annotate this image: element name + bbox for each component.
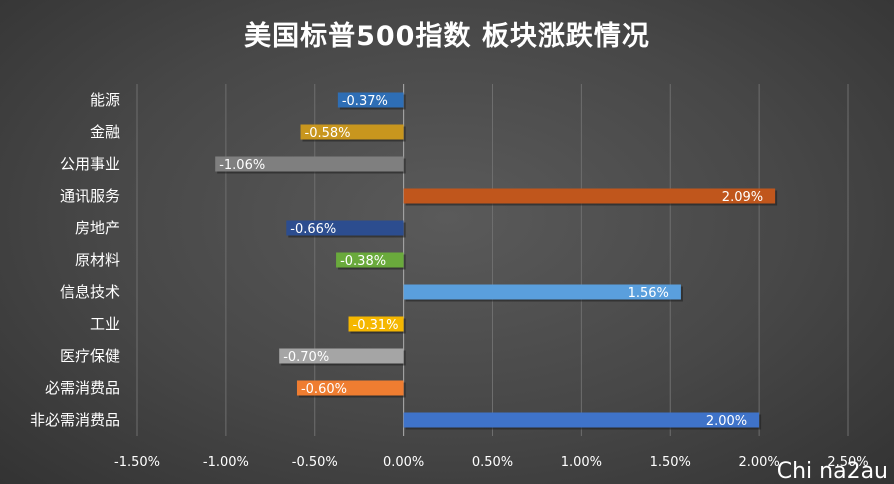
category-label: 信息技术 (60, 283, 120, 301)
category-label: 必需消费品 (45, 379, 120, 397)
watermark: Chi na2au (776, 459, 888, 484)
x-tick-labels: -1.50% -1.00% -0.50% 0.00% 0.50% 1.00% 1.50% 2.… (114, 455, 869, 470)
category-label: 能源 (90, 91, 120, 109)
data-label: -0.37% (342, 94, 388, 109)
data-label: -0.58% (305, 126, 351, 141)
bar (279, 348, 404, 364)
x-tick-label: -0.50% (292, 455, 338, 470)
category-label: 非必需消费品 (30, 411, 120, 429)
x-tick-label: -1.50% (114, 455, 160, 470)
category-label: 原材料 (75, 251, 120, 269)
x-tick-label: 1.00% (561, 455, 602, 470)
bar (215, 156, 404, 172)
data-label: 2.00% (706, 414, 747, 429)
data-label: -0.66% (290, 222, 336, 237)
x-tick-label: 1.50% (650, 455, 691, 470)
bar (403, 412, 760, 428)
category-label: 通讯服务 (60, 187, 120, 205)
category-label: 医疗保健 (60, 347, 120, 365)
data-label: 1.56% (628, 286, 669, 301)
data-label: -0.38% (340, 254, 386, 269)
x-tick-label: -1.00% (203, 455, 249, 470)
data-label: -0.31% (353, 318, 399, 333)
bar (348, 316, 404, 332)
data-label: -0.60% (301, 382, 347, 397)
bars: -0.37% -0.58% -1.06% 2.09% -0.66% -0.38% 1.56%… (215, 92, 778, 430)
data-label: -1.06% (219, 158, 265, 173)
category-label: 金融 (90, 123, 120, 141)
bar (337, 92, 404, 108)
x-tick-label: 2.00% (738, 455, 779, 470)
category-label: 工业 (90, 315, 120, 333)
chart-title: 美国标普500指数 板块涨跌情况 (244, 21, 650, 52)
bar (403, 284, 681, 300)
bar (336, 252, 404, 268)
x-tick-label: 0.00% (383, 455, 424, 470)
bar (296, 380, 404, 396)
category-label: 房地产 (75, 219, 120, 237)
bar (403, 188, 776, 204)
bar (286, 220, 404, 236)
data-label: -0.70% (283, 350, 329, 365)
bar (300, 124, 404, 140)
gridlines (136, 84, 849, 436)
data-label: 2.09% (722, 190, 763, 205)
x-tick-label: 0.50% (472, 455, 513, 470)
x-tick-label: 2.50% (827, 455, 868, 470)
category-label: 公用事业 (60, 155, 120, 173)
